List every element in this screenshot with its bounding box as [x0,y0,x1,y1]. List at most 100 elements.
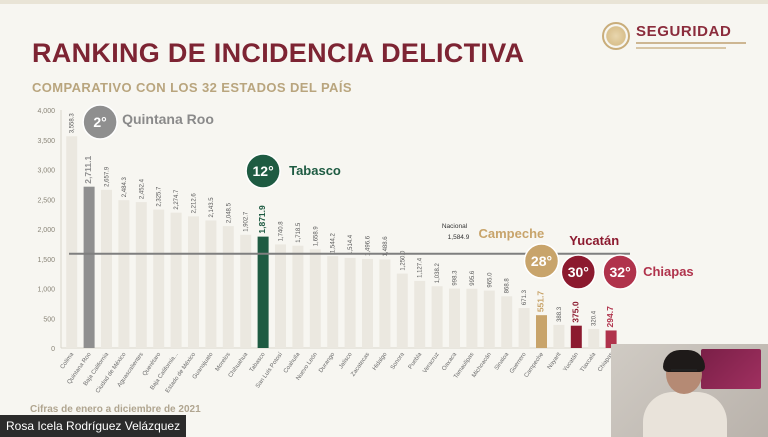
bar-value-label: 2,325.7 [157,186,163,207]
webcam-background-panel [701,349,761,389]
y-tick-label: 2,500 [37,197,55,204]
x-tick-label: Jalisco [338,351,354,370]
x-tick-label: Yucatán [563,352,580,373]
x-tick-label: Sinaloa [494,351,511,371]
yucatan-callout-label: Yucatán [569,233,619,248]
x-tick-label: Hidalgo [372,351,389,372]
quintana-roo-rank-text: 2° [93,114,106,130]
bar-value-label: 2,274.7 [174,189,180,210]
bar-2 [83,186,95,348]
footnote: Cifras de enero a diciembre de 2021 [30,404,201,415]
x-tick-label: Tabasco [249,351,267,373]
webcam-person-hair [663,350,705,372]
bar-value-label: 2,711.1 [83,156,93,184]
x-tick-label: Zacatecas [350,352,371,378]
bar-24 [466,288,478,348]
bar-value-label: 1,871.9 [257,205,267,234]
speaker-caption: Rosa Icela Rodríguez Velázquez [0,415,187,437]
bar-4 [118,200,130,348]
bar-30 [570,325,582,348]
bar-23 [449,288,460,348]
x-tick-label: Morelos [215,352,232,373]
chiapas-rank-badge [602,254,638,290]
bar-16 [327,256,339,348]
bar-value-label: 1,127.4 [418,257,424,278]
bar-32 [605,330,617,348]
y-tick-label: 2,000 [37,227,55,234]
bar-value-label: 1,488.6 [383,236,389,257]
bar-3 [101,189,112,348]
x-tick-label: Oaxaca [441,351,458,372]
logo-subline-2 [636,47,726,49]
bar-8 [188,216,199,348]
bar-value-label: 388.3 [557,306,563,322]
bar-value-label: 1,718.5 [296,222,302,243]
bar-value-label: 551.7 [536,291,546,313]
bar-value-label: 1,740.8 [279,221,285,242]
tabasco-callout-label: Tabasco [289,163,341,178]
bar-29 [553,324,565,348]
x-tick-label: Guerrero [509,351,528,375]
bar-31 [588,328,600,348]
bar-27 [518,308,530,348]
bar-value-label: 2,484.3 [122,177,128,198]
y-tick-label: 0 [51,346,55,353]
quintana-roo-rank-badge [82,104,118,140]
bar-value-label: 1,250.0 [400,250,406,271]
bar-value-label: 671.3 [522,289,528,305]
national-value-label: 1,584.9 [448,234,470,241]
bar-14 [292,245,304,348]
bar-1 [66,136,78,348]
bar-5 [135,202,147,348]
webcam-overlay [611,344,768,437]
campeche-callout-label: Campeche [479,226,545,241]
bar-13 [275,244,286,348]
bar-11 [240,234,252,348]
bar-value-label: 2,048.5 [226,202,232,223]
bar-17 [344,257,356,348]
national-label: Nacional [442,223,468,230]
y-tick-label: 1,500 [37,257,55,264]
bar-9 [205,220,217,348]
y-tick-label: 1,000 [37,287,55,294]
bar-value-label: 294.7 [605,306,615,328]
x-tick-label: Nayarit [547,351,563,370]
x-tick-label: Sonora [390,351,406,371]
bar-value-label: 1,496.6 [366,235,372,256]
bar-value-label: 3,558.3 [70,113,76,134]
logo-subline [636,42,746,44]
seguridad-logo: SEGURIDAD [602,20,752,56]
bar-12 [257,236,269,348]
page-title: RANKING DE INCIDENCIA DELICTIVA [32,38,525,68]
bar-value-label: 1,658.9 [313,226,319,247]
bar-20 [396,273,408,348]
bar-value-label: 1,038.2 [435,263,441,284]
bar-value-label: 1,544.2 [331,232,337,253]
seal-icon [602,22,630,50]
bar-26 [501,296,513,348]
bar-15 [309,249,321,348]
quintana-roo-callout-label: Quintana Roo [122,111,214,127]
yucatan-rank-text: 30° [568,264,589,280]
bar-value-label: 375.0 [570,301,580,323]
campeche-rank-text: 28° [531,253,552,269]
y-tick-label: 4,000 [37,108,55,115]
x-tick-label: Coahuila [283,351,302,374]
x-tick-label: Durango [318,351,336,374]
chiapas-callout-label: Chiapas [643,264,694,279]
x-tick-label: Veracruz [422,352,441,375]
bar-value-label: 2,212.6 [192,193,198,214]
logo-text: SEGURIDAD [636,23,732,40]
bar-value-label: 1,514.4 [348,234,354,255]
bar-value-label: 965.0 [487,272,493,288]
bar-value-label: 2,657.9 [105,166,111,187]
tabasco-rank-badge [245,153,281,189]
bar-22 [431,286,443,348]
x-tick-label: Tlaxcala [580,351,598,373]
bar-19 [379,259,391,348]
bar-value-label: 998.3 [453,270,459,286]
bar-value-label: 320.4 [592,310,598,326]
bar-value-label: 868.8 [505,278,511,294]
x-tick-label: Puebla [408,351,424,370]
